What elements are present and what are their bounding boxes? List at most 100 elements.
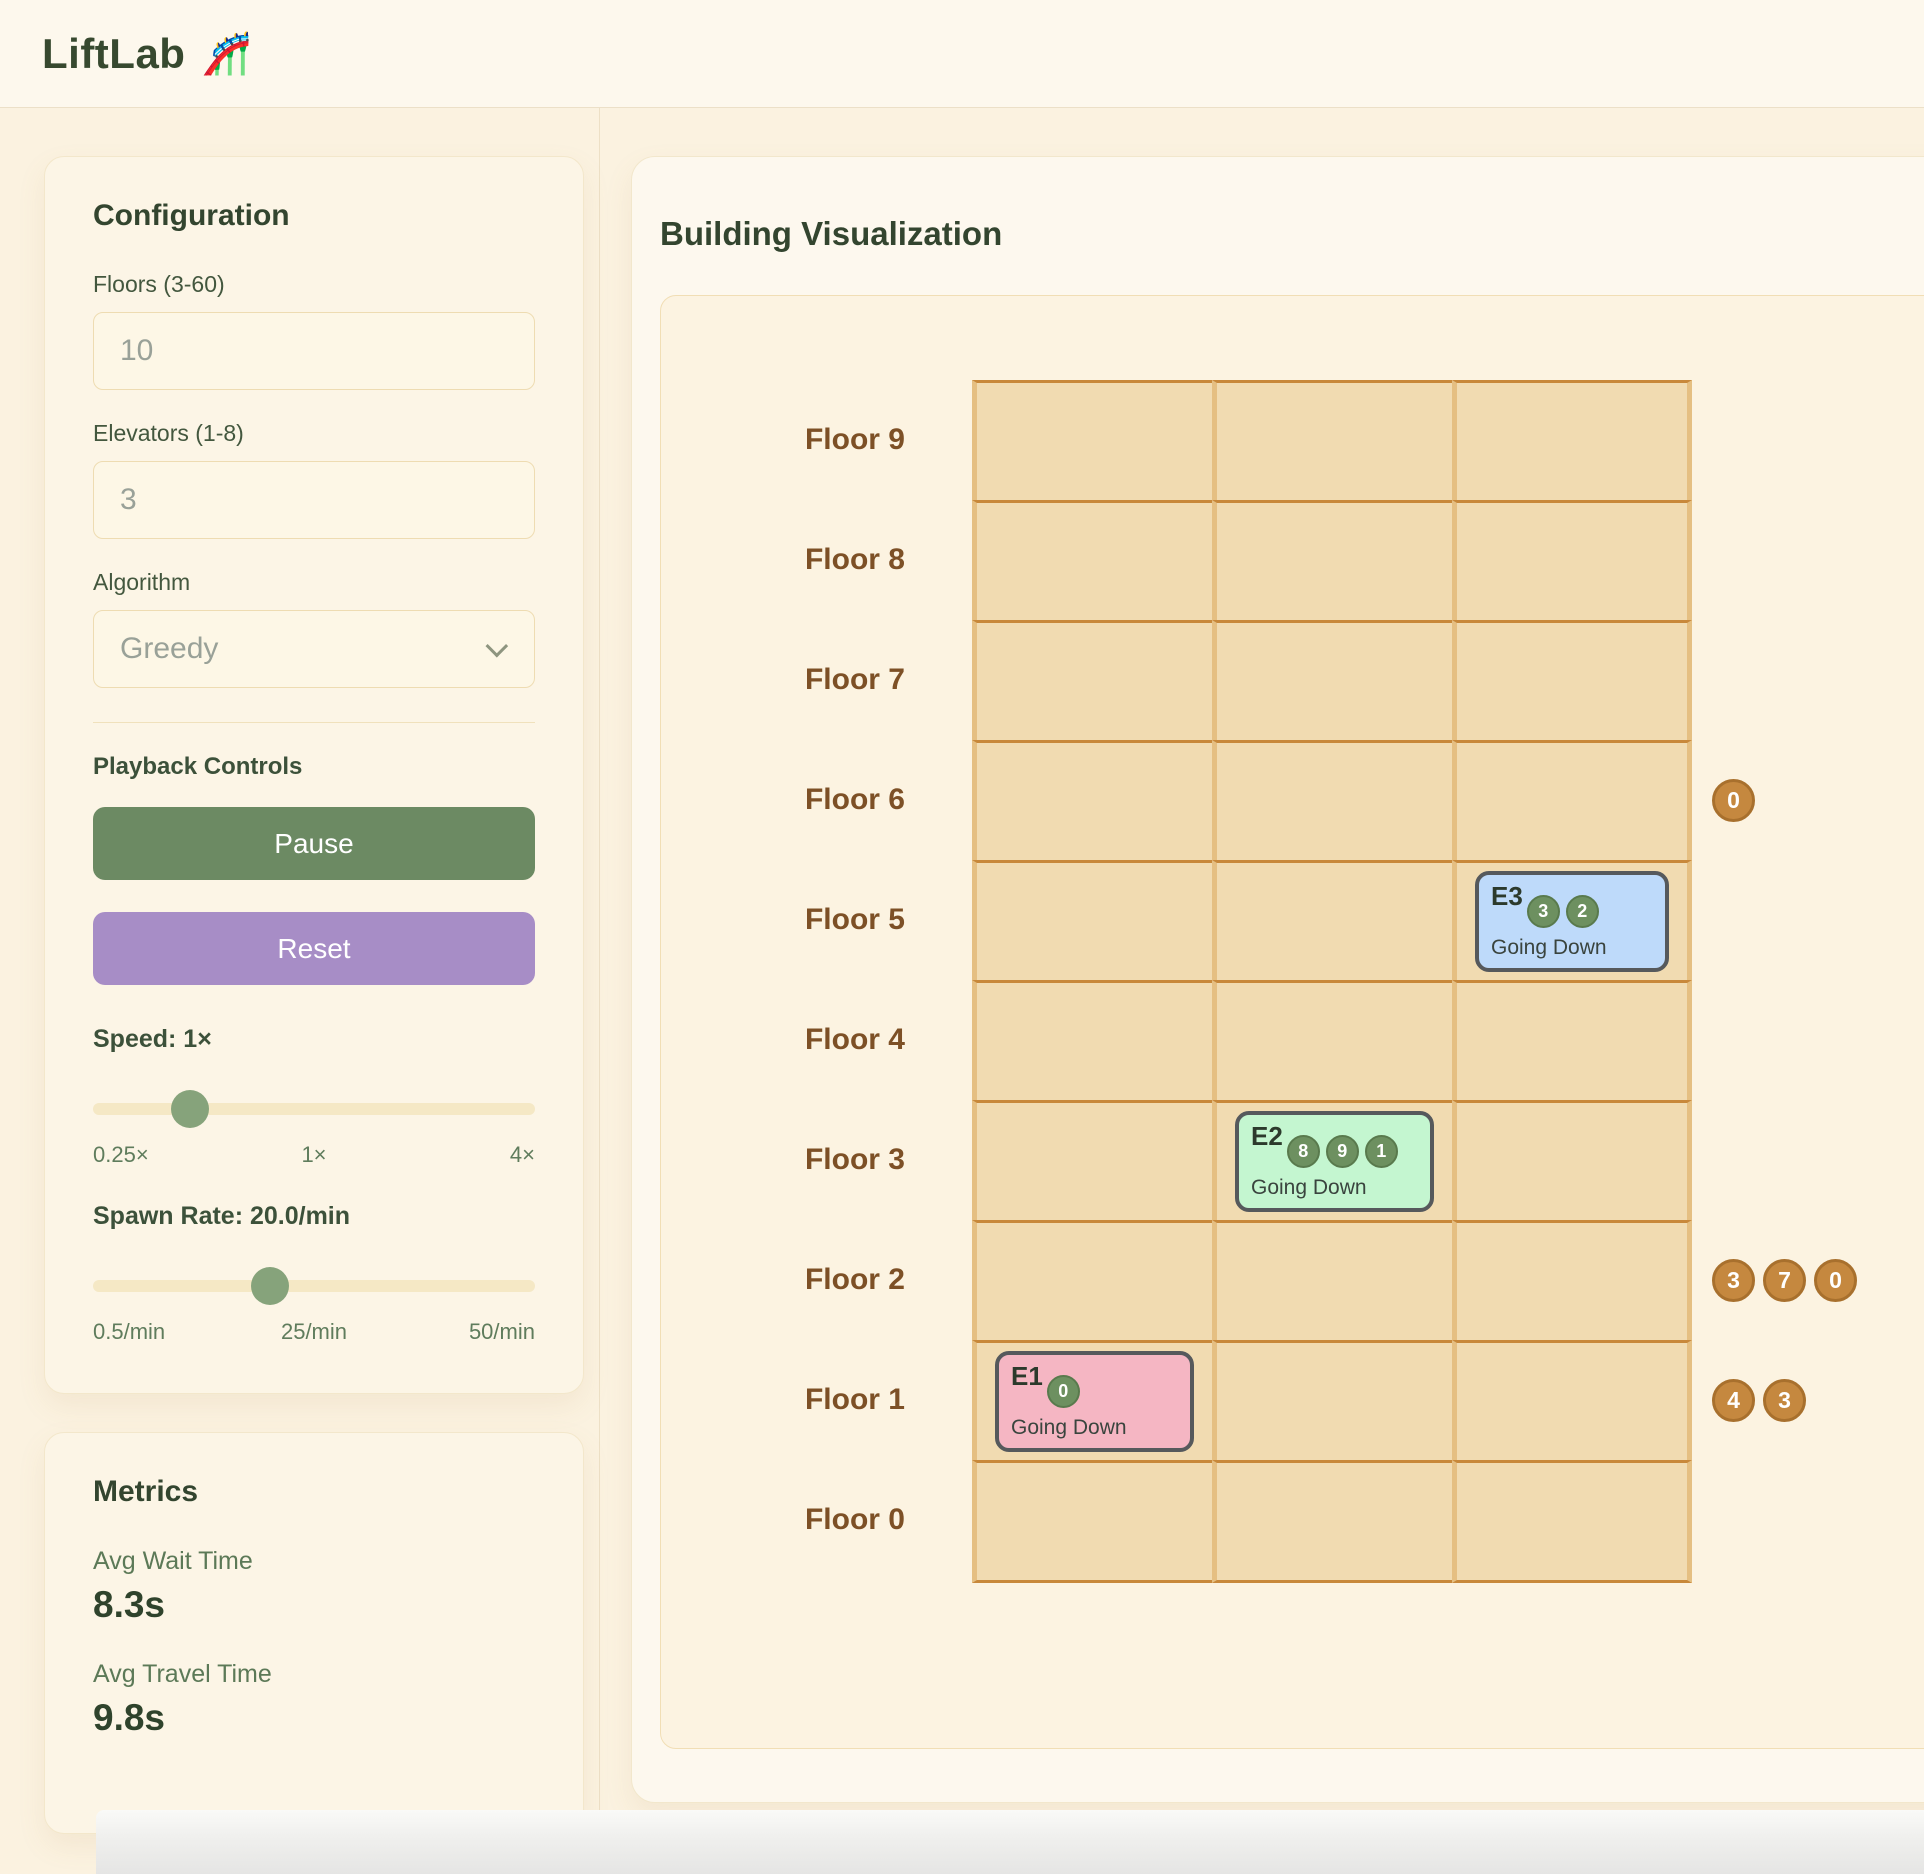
elevator-car: E1 0 Going Down [995,1351,1194,1452]
shaft-cell [1212,860,1452,980]
speed-tick-mid: 1× [301,1142,327,1167]
shaft-cell: E3 3 2 Going Down [1452,860,1692,980]
floors-input[interactable] [93,312,535,390]
floor-label: Floor 7 [804,663,905,696]
shaft-cell [1212,1460,1452,1583]
elevator-shafts [972,1460,1692,1583]
speed-slider-thumb[interactable] [171,1090,210,1128]
spawn-tick-max: 50/min [468,1319,535,1344]
elevator-id: E1 [1011,1361,1043,1391]
floor-row: Floor 6 0 [661,740,1924,860]
floor-row: Floor 3 E2 8 9 1 Going Down [661,1100,1924,1220]
elevator-car-header: E2 8 9 1 [1251,1121,1418,1168]
shaft-cell [1452,620,1692,740]
metric-value: 9.8s [93,1697,166,1738]
pause-button[interactable]: Pause [93,807,535,880]
metric-label: Avg Wait Time [93,1547,253,1575]
floor-row: Floor 5 E3 3 2 Going Down [661,860,1924,980]
shaft-cell [972,380,1212,500]
waiting-passenger-badge: 7 [1763,1258,1806,1302]
app-header: LiftLab 🎢 [0,0,1924,108]
shaft-cell [1452,1460,1692,1583]
building-title: Building Visualization [660,215,1003,252]
metric-item: Avg Wait Time 8.3s [93,1547,535,1626]
algorithm-select[interactable]: Greedy [93,610,535,688]
spawn-rate-slider[interactable] [93,1267,535,1305]
shaft-cell [972,1100,1212,1220]
shaft-cell: E1 0 Going Down [972,1340,1212,1460]
elevator-shafts: E2 8 9 1 Going Down [972,1100,1692,1220]
floor-row: Floor 9 [661,380,1924,500]
building-panel: Building Visualization Floor 9 Floor 8 Flo… [631,156,1924,1803]
waiting-passenger-badge: 3 [1712,1258,1755,1302]
elevator-id: E3 [1491,881,1523,911]
spawn-rate-slider-thumb[interactable] [250,1267,289,1305]
spawn-rate-ticks: 0.5/min 25/min 50/min [93,1319,535,1345]
floor-label: Floor 9 [804,423,905,456]
elevator-car-header: E1 0 [1011,1361,1178,1408]
reset-button[interactable]: Reset [93,912,535,985]
divider [93,722,535,723]
metrics-list: Avg Wait Time 8.3s Avg Travel Time 9.8s [93,1547,535,1739]
elevator-car-header: E3 3 2 [1491,881,1653,928]
configuration-title: Configuration [93,199,290,232]
spawn-rate-slider-track[interactable] [93,1280,535,1292]
floor-label: Floor 3 [804,1143,905,1176]
passenger-destination-badge: 9 [1325,1135,1359,1168]
floor-label: Floor 2 [804,1263,905,1296]
shaft-cell [1452,740,1692,860]
elevator-shafts: E1 0 Going Down [972,1340,1692,1460]
shaft-cell [972,740,1212,860]
metrics-panel: Metrics Avg Wait Time 8.3s Avg Travel Time… [44,1432,584,1834]
spawn-tick-mid: 25/min [280,1319,348,1344]
metric-label: Avg Travel Time [93,1660,272,1688]
horizontal-scrollbar[interactable] [96,1810,1924,1874]
floor-row: Floor 8 [661,500,1924,620]
shaft-cell [1212,740,1452,860]
shaft-cell [1452,380,1692,500]
algorithm-selected-value: Greedy [120,632,219,665]
waiting-passenger-badge: 4 [1712,1378,1755,1422]
floor-label: Floor 5 [804,903,905,936]
shaft-cell [972,500,1212,620]
chevron-down-icon [485,634,509,658]
shaft-cell [972,980,1212,1100]
elevator-id: E2 [1251,1121,1283,1151]
speed-slider[interactable] [93,1090,535,1128]
floor-label: Floor 0 [804,1503,905,1536]
shaft-cell [1212,980,1452,1100]
passenger-destination-badge: 2 [1565,895,1599,928]
elevator-shafts [972,620,1692,740]
elevator-status: Going Down [1491,936,1607,959]
elevators-input[interactable] [93,461,535,539]
passenger-destination-badge: 8 [1286,1135,1320,1168]
elevator-shafts: E3 3 2 Going Down [972,860,1692,980]
main-area: Building Visualization Floor 9 Floor 8 Flo… [600,108,1924,1874]
shaft-cell [972,1460,1212,1583]
floor-row: Floor 4 [661,980,1924,1100]
elevator-car: E3 3 2 Going Down [1475,871,1669,972]
roller-coaster-icon: 🎢 [201,32,252,76]
shaft-cell [1452,1340,1692,1460]
shaft-cell [1212,500,1452,620]
speed-label: Speed: 1× [93,1025,212,1053]
spawn-rate-label: Spawn Rate: 20.0/min [93,1202,351,1230]
elevator-status: Going Down [1251,1176,1367,1199]
building-grid: Floor 9 Floor 8 Floor 7 Floor 6 0 Floor 5 E3 3 2… [661,380,1924,1583]
passenger-destination-badge: 0 [1046,1375,1080,1408]
passenger-destination-badge: 1 [1364,1135,1398,1168]
floor-row: Floor 7 [661,620,1924,740]
floor-label: Floor 1 [804,1383,905,1416]
speed-tick-min: 0.25× [93,1142,149,1167]
shaft-cell [972,620,1212,740]
metric-value: 8.3s [93,1584,166,1625]
building-visualization: Floor 9 Floor 8 Floor 7 Floor 6 0 Floor 5 E3 3 2… [660,295,1924,1749]
elevator-car: E2 8 9 1 Going Down [1235,1111,1434,1212]
speed-slider-track[interactable] [93,1103,535,1115]
